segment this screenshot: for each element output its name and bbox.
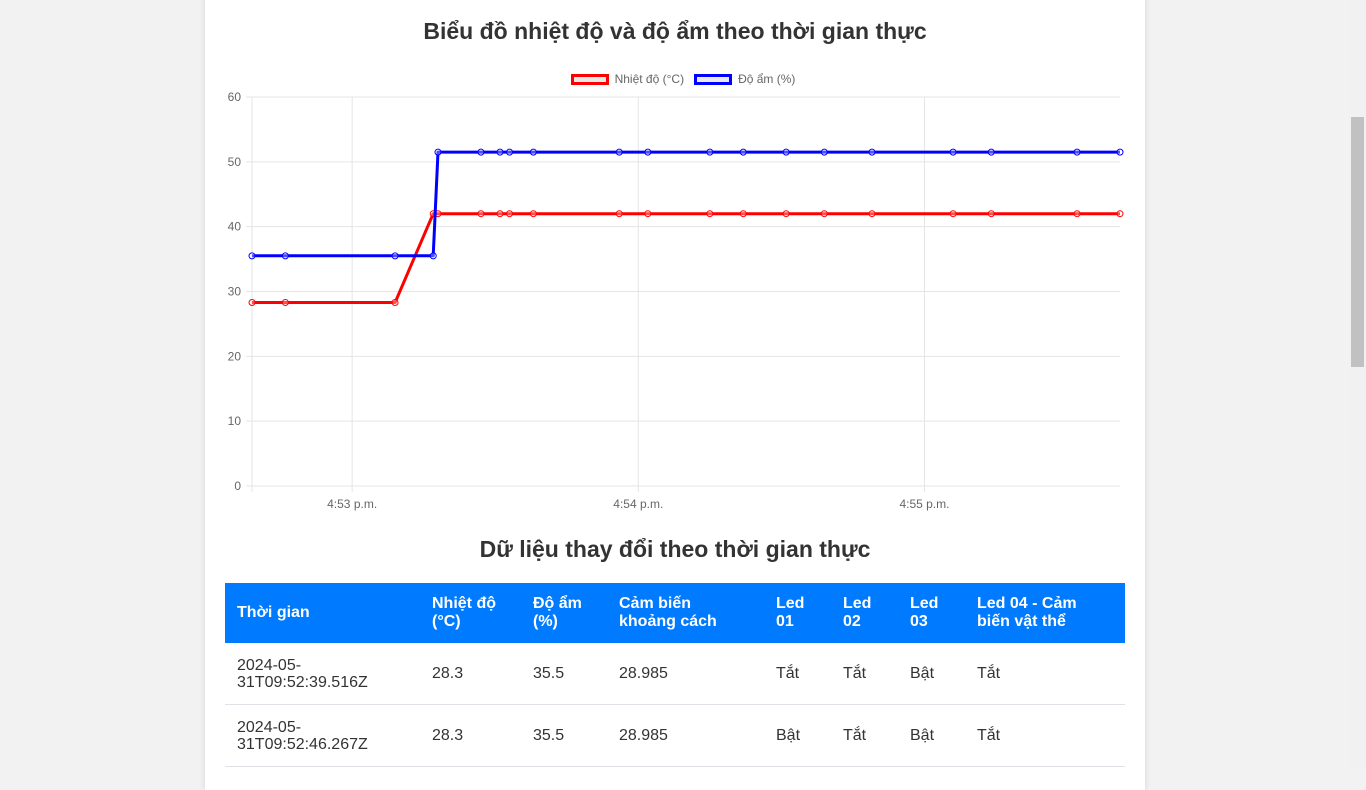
humidity-point — [248, 252, 256, 260]
humidity-point — [391, 252, 399, 260]
header-led-03: Led 03 — [898, 583, 965, 643]
x-tick-label: 4:54 p.m. — [613, 497, 663, 511]
legend-swatch-humidity — [694, 73, 733, 85]
cell-time: 2024-05-31T09:52:46.267Z — [225, 704, 420, 767]
x-tick-label: 4:53 p.m. — [327, 497, 377, 511]
header-led-04: Led 04 - Cảm biến vật thể — [965, 583, 1125, 643]
x-tick-label: 4:55 p.m. — [899, 497, 949, 511]
y-tick-label: 20 — [228, 349, 242, 363]
temperature-point — [1073, 210, 1081, 218]
humidity-point — [987, 148, 995, 156]
page-scrollbar[interactable] — [1349, 0, 1366, 768]
legend-label-humidity: Độ ẩm (%) — [738, 72, 796, 86]
humidity-point — [429, 252, 437, 260]
header-led-02: Led 02 — [831, 583, 898, 643]
table-header-row: Thời gian Nhiệt độ (°C) Độ ẩm (%) Cảm bi… — [225, 583, 1125, 643]
cell-led-03: Bật — [898, 643, 965, 705]
cell-led-02: Tắt — [831, 704, 898, 767]
temperature-point — [782, 210, 790, 218]
header-led-01: Led 01 — [764, 583, 831, 643]
humidity-point — [644, 148, 652, 156]
humidity-point — [529, 148, 537, 156]
temperature-point — [820, 210, 828, 218]
y-tick-label: 10 — [228, 414, 242, 428]
temperature-point — [706, 210, 714, 218]
cell-distance: 28.985 — [607, 643, 764, 705]
cell-distance: 28.985 — [607, 704, 764, 767]
humidity-point — [782, 148, 790, 156]
humidity-point — [281, 252, 289, 260]
header-humidity: Độ ẩm (%) — [521, 583, 607, 643]
cell-led-02: Tắt — [831, 643, 898, 705]
cell-temperature: 28.3 — [420, 704, 521, 767]
temperature-point — [529, 210, 537, 218]
y-tick-label: 40 — [228, 220, 242, 234]
header-time: Thời gian — [225, 583, 420, 643]
temperature-point — [739, 210, 747, 218]
temperature-point — [281, 299, 289, 307]
table-row: 2024-05-31T09:52:39.516Z 28.3 35.5 28.98… — [225, 643, 1125, 705]
temperature-point — [496, 210, 504, 218]
temperature-point — [987, 210, 995, 218]
temperature-point — [248, 299, 256, 307]
data-table: Thời gian Nhiệt độ (°C) Độ ẩm (%) Cảm bi… — [225, 583, 1125, 767]
legend-swatch-temperature — [570, 73, 609, 85]
humidity-point — [739, 148, 747, 156]
cell-humidity: 35.5 — [521, 643, 607, 705]
table-row: 2024-05-31T09:52:46.267Z 28.3 35.5 28.98… — [225, 704, 1125, 767]
temperature-point — [477, 210, 485, 218]
y-tick-label: 30 — [228, 285, 242, 299]
header-temperature: Nhiệt độ (°C) — [420, 583, 521, 643]
temperature-point — [949, 210, 957, 218]
legend-label-temperature: Nhiệt độ (°C) — [614, 72, 685, 86]
cell-led-03: Bật — [898, 704, 965, 767]
humidity-point — [1116, 148, 1124, 156]
humidity-point — [506, 148, 514, 156]
humidity-point — [820, 148, 828, 156]
temperature-point — [506, 210, 514, 218]
y-tick-label: 50 — [228, 155, 242, 169]
cell-led-04: Tắt — [965, 643, 1125, 705]
cell-humidity: 35.5 — [521, 704, 607, 767]
line-chart: 0 10 20 30 40 50 60 4:53 p.m. 4:54 p.m. 4:55 p.m. — [228, 90, 1124, 511]
cell-time: 2024-05-31T09:52:39.516Z — [225, 643, 420, 705]
humidity-point — [949, 148, 957, 156]
temperature-point — [868, 210, 876, 218]
humidity-point — [1073, 148, 1081, 156]
humidity-point — [477, 148, 485, 156]
temperature-point — [391, 299, 399, 307]
humidity-line — [252, 150, 1120, 258]
legend-item-humidity[interactable]: Độ ẩm (%) — [694, 72, 795, 86]
cell-temperature: 28.3 — [420, 643, 521, 705]
humidity-point — [706, 148, 714, 156]
y-tick-label: 60 — [228, 90, 242, 104]
temperature-point — [1116, 210, 1124, 218]
cell-led-04: Tắt — [965, 704, 1125, 767]
humidity-point — [615, 148, 623, 156]
legend-item-temperature[interactable]: Nhiệt độ (°C) — [570, 72, 685, 86]
scrollbar-thumb[interactable] — [1351, 117, 1364, 367]
cell-led-01: Bật — [764, 704, 831, 767]
temperature-point — [644, 210, 652, 218]
chart-legend: Nhiệt độ (°C) Độ ẩm (%) — [0, 72, 1366, 86]
humidity-point — [868, 148, 876, 156]
temperature-point — [615, 210, 623, 218]
table-title: Dữ liệu thay đổi theo thời gian thực — [479, 536, 871, 562]
chart-title: Biểu đồ nhiệt độ và độ ẩm theo thời gian… — [423, 18, 927, 44]
y-tick-label: 0 — [234, 479, 241, 493]
humidity-point — [434, 148, 442, 156]
cell-led-01: Tắt — [764, 643, 831, 705]
humidity-point — [496, 148, 504, 156]
header-distance-sensor: Cảm biến khoảng cách — [607, 583, 764, 643]
